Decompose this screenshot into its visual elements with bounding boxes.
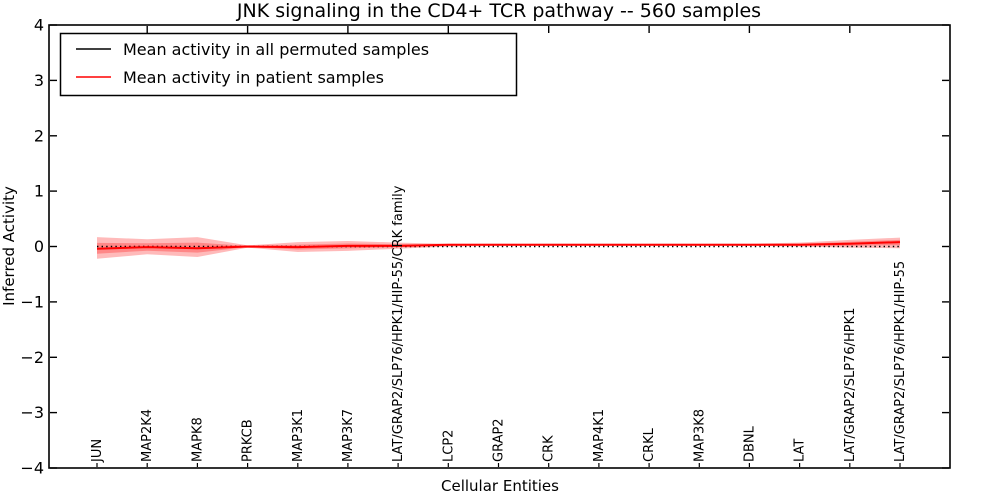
- x-category-label: LAT/GRAP2/SLP76/HPK1/HIP-55: [893, 261, 908, 462]
- x-category-label: CRKL: [642, 427, 657, 462]
- y-tick-label: 2: [34, 126, 44, 145]
- y-tick-label: 0: [34, 237, 44, 256]
- x-category-label: LAT/GRAP2/SLP76/HPK1: [843, 308, 858, 462]
- y-tick-label: 1: [34, 182, 44, 201]
- x-category-label: MAP3K7: [341, 409, 356, 462]
- x-axis-label: Cellular Entities: [441, 477, 559, 495]
- x-category-label: LCP2: [441, 430, 456, 462]
- series-lines: [96, 241, 901, 250]
- y-tick-label: −4: [20, 459, 44, 478]
- y-tick-label: −3: [20, 403, 44, 422]
- x-category-label: MAP2K4: [140, 409, 155, 462]
- x-category-label: DBNL: [742, 425, 757, 462]
- legend-label-permuted: Mean activity in all permuted samples: [123, 40, 429, 59]
- x-category-label: LAT: [793, 439, 808, 462]
- plot-frame: [48, 24, 951, 469]
- y-tick-labels: 4 3 2 1 0 −1 −2 −3 −4: [20, 16, 44, 478]
- y-tick-label: −2: [20, 348, 44, 367]
- patient-mean-line: [96, 241, 901, 250]
- band-outer: [97, 237, 900, 259]
- legend-box: [59, 32, 518, 97]
- x-category-labels: JUN MAP2K4 MAPK8 PRKCB MAP3K1 MAP3K7 LAT/GRAP2…: [90, 185, 908, 463]
- x-category-label: PRKCB: [241, 419, 256, 462]
- x-category-label: MAP3K1: [291, 409, 306, 462]
- legend-label-patient: Mean activity in patient samples: [123, 68, 384, 87]
- x-category-label: CRK: [542, 435, 557, 462]
- y-axis-label: Inferred Activity: [0, 186, 18, 306]
- x-category-label: MAP4K1: [592, 409, 607, 462]
- y-tick-label: 3: [34, 71, 44, 90]
- y-tick-label: 4: [34, 16, 44, 35]
- chart-title: JNK signaling in the CD4+ TCR pathway --…: [236, 0, 761, 22]
- x-category-label: LAT/GRAP2/SLP76/HPK1/HIP-55/CRK family: [391, 185, 406, 462]
- legend: Mean activity in all permuted samples Me…: [59, 32, 518, 97]
- x-category-label: GRAP2: [492, 418, 507, 462]
- y-tick-label: −1: [20, 292, 44, 311]
- x-category-label: JUN: [90, 439, 105, 463]
- x-category-label: MAPK8: [190, 417, 205, 462]
- x-category-label: MAP3K8: [692, 409, 707, 462]
